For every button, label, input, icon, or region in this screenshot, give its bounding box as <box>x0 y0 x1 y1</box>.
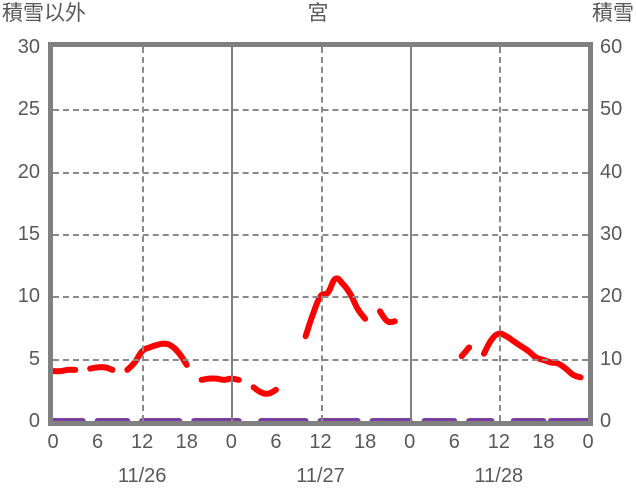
plot-area <box>48 42 593 426</box>
series-segment <box>250 384 279 397</box>
x-axis-tick-label: 0 <box>404 431 416 453</box>
x-axis-day-label: 11/28 <box>474 465 524 487</box>
series-segment <box>87 364 116 373</box>
y-axis-right-tick-label: 40 <box>600 160 623 183</box>
y-axis-right-tick-label: 30 <box>600 223 623 245</box>
x-axis-tick-label: 0 <box>582 431 594 453</box>
y-axis-left-tick-label: 10 <box>17 285 40 308</box>
right-axis-title: 積雪 <box>592 2 634 25</box>
x-axis-tick-label: 18 <box>353 431 377 453</box>
x-axis-tick-label: 0 <box>225 431 237 453</box>
y-axis-left-tick-label: 0 <box>28 410 40 432</box>
series-segment <box>458 344 473 360</box>
y-axis-right-tick-label: 50 <box>600 98 623 121</box>
x-axis-tick-label: 0 <box>47 431 59 453</box>
day-boundary-line <box>409 47 412 421</box>
series-segment <box>124 340 190 373</box>
y-axis-right-tick-label: 0 <box>600 410 612 432</box>
gridline-noon <box>498 47 501 421</box>
y-axis-left-tick-label: 5 <box>28 347 40 370</box>
y-axis-left-tick-label: 25 <box>17 98 40 121</box>
y-axis-right-tick-label: 10 <box>600 347 623 370</box>
x-axis-day-label: 11/27 <box>296 465 345 487</box>
left-axis-title: 積雪以外 <box>2 2 86 25</box>
y-axis-right-tick-label: 20 <box>600 285 623 308</box>
x-axis-tick-label: 18 <box>175 431 198 453</box>
gridline-noon <box>320 47 323 421</box>
series-segment <box>376 308 398 326</box>
page-title: 宮 <box>307 2 329 25</box>
x-axis-tick-label: 12 <box>131 431 154 453</box>
x-axis-tick-label: 12 <box>487 431 510 453</box>
y-axis-left-tick-label: 15 <box>17 223 40 245</box>
series-segment <box>53 366 79 375</box>
y-axis-right-tick-label: 60 <box>600 36 623 58</box>
x-axis-tick-label: 6 <box>270 431 282 453</box>
x-axis-tick-label: 6 <box>448 431 460 453</box>
series-segment <box>302 275 369 340</box>
x-axis-tick-label: 12 <box>309 431 332 453</box>
y-axis-left-tick-label: 20 <box>17 160 40 183</box>
gridline-noon <box>142 47 145 421</box>
x-axis-tick-label: 18 <box>532 431 555 453</box>
y-axis-left-tick-label: 30 <box>17 36 40 58</box>
plot-inner <box>53 47 588 421</box>
day-boundary-line <box>231 47 234 421</box>
x-axis-tick-label: 6 <box>92 431 104 453</box>
x-axis-day-label: 11/26 <box>117 465 167 487</box>
